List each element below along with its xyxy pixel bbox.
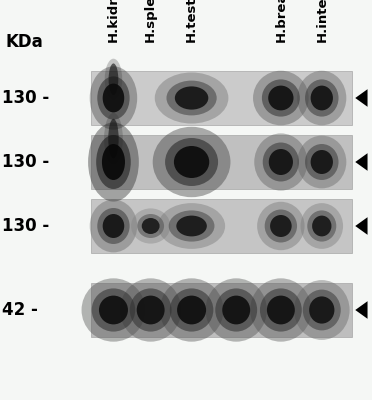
Ellipse shape xyxy=(104,113,123,164)
Ellipse shape xyxy=(250,278,312,342)
Ellipse shape xyxy=(254,133,308,190)
Ellipse shape xyxy=(270,215,292,237)
Ellipse shape xyxy=(305,144,339,180)
Bar xyxy=(91,199,352,253)
Ellipse shape xyxy=(297,71,346,125)
Ellipse shape xyxy=(90,66,137,130)
Ellipse shape xyxy=(297,136,346,188)
Ellipse shape xyxy=(120,278,182,342)
Bar xyxy=(91,283,352,337)
Text: H.kidney: H.kidney xyxy=(107,0,120,42)
Ellipse shape xyxy=(262,79,300,117)
Ellipse shape xyxy=(257,202,305,250)
Ellipse shape xyxy=(109,64,118,95)
Ellipse shape xyxy=(260,288,302,332)
Ellipse shape xyxy=(153,127,231,197)
Ellipse shape xyxy=(137,296,164,324)
Ellipse shape xyxy=(265,210,297,242)
Ellipse shape xyxy=(267,296,295,324)
Ellipse shape xyxy=(307,210,336,242)
Ellipse shape xyxy=(170,288,214,332)
Ellipse shape xyxy=(137,214,164,238)
Ellipse shape xyxy=(158,203,225,249)
Ellipse shape xyxy=(96,135,131,189)
Ellipse shape xyxy=(294,280,350,340)
Ellipse shape xyxy=(167,81,217,115)
Text: 130 -: 130 - xyxy=(2,217,49,235)
Ellipse shape xyxy=(263,142,299,182)
Ellipse shape xyxy=(88,122,139,202)
Ellipse shape xyxy=(99,296,128,324)
Text: 42 -: 42 - xyxy=(2,301,38,319)
Ellipse shape xyxy=(311,150,333,174)
Text: H.testis: H.testis xyxy=(185,0,198,42)
Ellipse shape xyxy=(206,278,267,342)
Ellipse shape xyxy=(303,290,341,330)
Polygon shape xyxy=(355,301,368,319)
Ellipse shape xyxy=(176,216,207,236)
Polygon shape xyxy=(355,153,368,171)
Ellipse shape xyxy=(174,146,209,178)
Text: H.spleen: H.spleen xyxy=(144,0,157,42)
Ellipse shape xyxy=(103,84,124,112)
Polygon shape xyxy=(355,89,368,107)
Ellipse shape xyxy=(160,278,224,342)
Ellipse shape xyxy=(97,208,130,244)
Ellipse shape xyxy=(130,288,171,332)
Ellipse shape xyxy=(268,86,294,110)
Ellipse shape xyxy=(90,200,137,252)
Text: H.breast: H.breast xyxy=(275,0,287,42)
Text: KDa: KDa xyxy=(6,33,43,51)
Bar xyxy=(91,71,352,125)
Ellipse shape xyxy=(311,86,333,110)
Text: 130 -: 130 - xyxy=(2,89,49,107)
Ellipse shape xyxy=(108,119,119,158)
Ellipse shape xyxy=(165,138,218,186)
Ellipse shape xyxy=(222,296,250,324)
Bar xyxy=(91,135,352,189)
Ellipse shape xyxy=(102,144,125,180)
Ellipse shape xyxy=(301,203,343,249)
Ellipse shape xyxy=(305,79,339,117)
Polygon shape xyxy=(355,217,368,235)
Ellipse shape xyxy=(269,149,293,175)
Ellipse shape xyxy=(142,218,160,234)
Text: 130 -: 130 - xyxy=(2,153,49,171)
Ellipse shape xyxy=(81,278,145,342)
Ellipse shape xyxy=(177,296,206,324)
Ellipse shape xyxy=(105,59,122,100)
Ellipse shape xyxy=(253,71,309,125)
Ellipse shape xyxy=(131,208,170,244)
Ellipse shape xyxy=(215,288,257,332)
Text: H.intestine: H.intestine xyxy=(315,0,328,42)
Ellipse shape xyxy=(169,210,215,242)
Ellipse shape xyxy=(312,216,331,236)
Ellipse shape xyxy=(155,72,228,124)
Ellipse shape xyxy=(103,214,124,238)
Ellipse shape xyxy=(175,86,208,110)
Ellipse shape xyxy=(97,76,130,120)
Ellipse shape xyxy=(309,296,334,324)
Ellipse shape xyxy=(92,288,135,332)
